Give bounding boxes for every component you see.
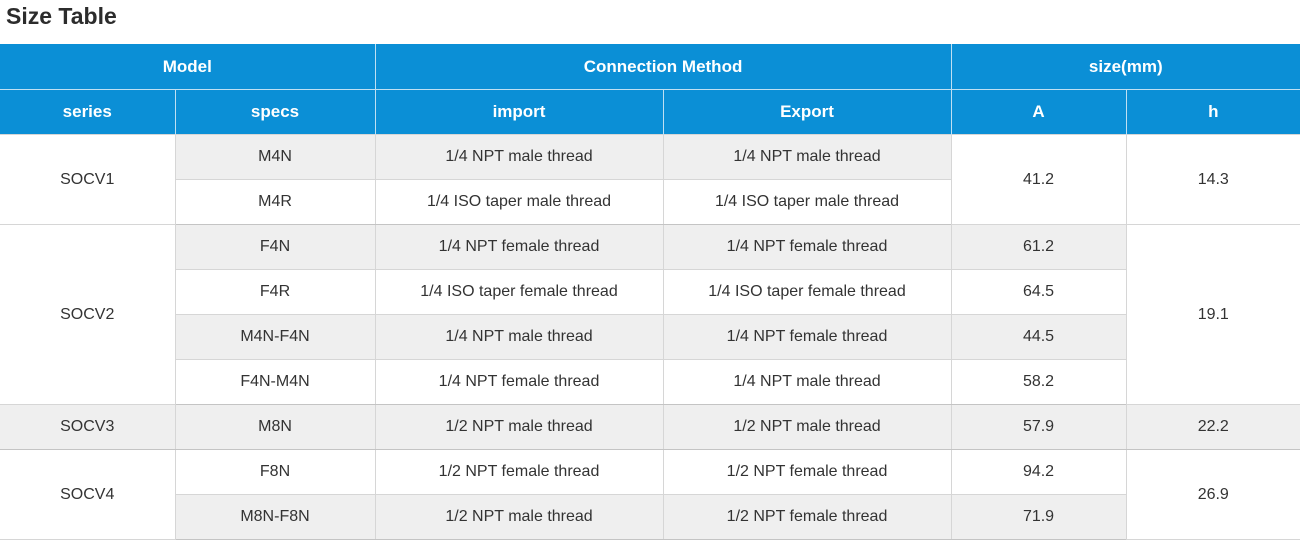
- table-row: SOCV4 F8N 1/2 NPT female thread 1/2 NPT …: [0, 449, 1300, 540]
- size-table: Model Connection Method size(mm) series …: [0, 44, 1300, 540]
- size-a-cell: 64.5: [950, 269, 1127, 315]
- header-column-row: series specs import Export A h: [0, 89, 1300, 135]
- export-cell: 1/4 NPT male thread: [662, 359, 952, 405]
- export-cell: 1/4 ISO taper male thread: [662, 179, 952, 225]
- spec-cell: F8N: [174, 449, 376, 495]
- spec-cell: M8N-F8N: [175, 494, 376, 540]
- spec-cell: M4N: [174, 134, 376, 180]
- table-row: F4N-M4N 1/4 NPT female thread 1/4 NPT ma…: [0, 359, 1300, 405]
- header-series: series: [0, 89, 176, 135]
- export-cell: 1/4 ISO taper female thread: [662, 269, 952, 315]
- series-cell: SOCV3: [0, 404, 176, 450]
- size-a-cell: 71.9: [950, 494, 1127, 540]
- size-h-cell: 14.3: [1125, 134, 1300, 225]
- header-connection-method: Connection Method: [374, 44, 952, 90]
- size-a-cell: 44.5: [950, 314, 1127, 360]
- export-cell: 1/4 NPT female thread: [662, 314, 952, 360]
- size-h-cell: 26.9: [1125, 449, 1300, 540]
- table-header: Model Connection Method size(mm) series …: [0, 44, 1300, 135]
- header-import: import: [374, 89, 664, 135]
- import-cell: 1/4 NPT male thread: [374, 134, 664, 180]
- import-cell: 1/4 ISO taper male thread: [374, 179, 664, 225]
- header-model: Model: [0, 44, 376, 90]
- header-a: A: [950, 89, 1127, 135]
- table-row: SOCV3 M8N 1/2 NPT male thread 1/2 NPT ma…: [0, 404, 1300, 450]
- import-cell: 1/2 NPT female thread: [374, 449, 664, 495]
- size-a-cell: 58.2: [950, 359, 1127, 405]
- import-cell: 1/4 ISO taper female thread: [374, 269, 664, 315]
- size-a-cell: 41.2: [950, 134, 1127, 225]
- export-cell: 1/4 NPT female thread: [662, 224, 952, 270]
- table-row: SOCV2 F4N 1/4 NPT female thread 1/4 NPT …: [0, 224, 1300, 405]
- export-cell: 1/2 NPT male thread: [662, 404, 952, 450]
- header-specs: specs: [174, 89, 376, 135]
- export-cell: 1/2 NPT female thread: [662, 494, 952, 540]
- size-a-cell: 94.2: [950, 449, 1127, 495]
- spec-cell: M4R: [175, 179, 376, 225]
- size-a-cell: 61.2: [950, 224, 1127, 270]
- spec-cell: M4N-F4N: [175, 314, 376, 360]
- header-export: Export: [662, 89, 952, 135]
- import-cell: 1/2 NPT male thread: [374, 494, 664, 540]
- spec-cell: F4R: [175, 269, 376, 315]
- table-row: M4N-F4N 1/4 NPT male thread 1/4 NPT fema…: [0, 314, 1300, 360]
- import-cell: 1/2 NPT male thread: [374, 404, 664, 450]
- series-cell: SOCV4: [0, 449, 176, 540]
- size-h-cell: 19.1: [1125, 224, 1300, 405]
- header-group-row: Model Connection Method size(mm): [0, 44, 1300, 90]
- series-cell: SOCV2: [0, 224, 176, 405]
- size-h-cell: 22.2: [1125, 404, 1300, 450]
- size-a-cell: 57.9: [950, 404, 1127, 450]
- import-cell: 1/4 NPT female thread: [374, 359, 664, 405]
- import-cell: 1/4 NPT male thread: [374, 314, 664, 360]
- export-cell: 1/4 NPT male thread: [662, 134, 952, 180]
- table-row: SOCV1 M4N 1/4 NPT male thread 1/4 NPT ma…: [0, 134, 1300, 225]
- series-cell: SOCV1: [0, 134, 176, 225]
- header-h: h: [1125, 89, 1300, 135]
- import-cell: 1/4 NPT female thread: [374, 224, 664, 270]
- table-row: M8N-F8N 1/2 NPT male thread 1/2 NPT fema…: [0, 494, 1300, 540]
- table-row: F4R 1/4 ISO taper female thread 1/4 ISO …: [0, 269, 1300, 315]
- spec-cell: M8N: [174, 404, 376, 450]
- export-cell: 1/2 NPT female thread: [662, 449, 952, 495]
- header-size: size(mm): [950, 44, 1300, 90]
- table-body: SOCV1 M4N 1/4 NPT male thread 1/4 NPT ma…: [0, 134, 1300, 540]
- spec-cell: F4N-M4N: [175, 359, 376, 405]
- page-title: Size Table: [6, 3, 117, 29]
- spec-cell: F4N: [174, 224, 376, 270]
